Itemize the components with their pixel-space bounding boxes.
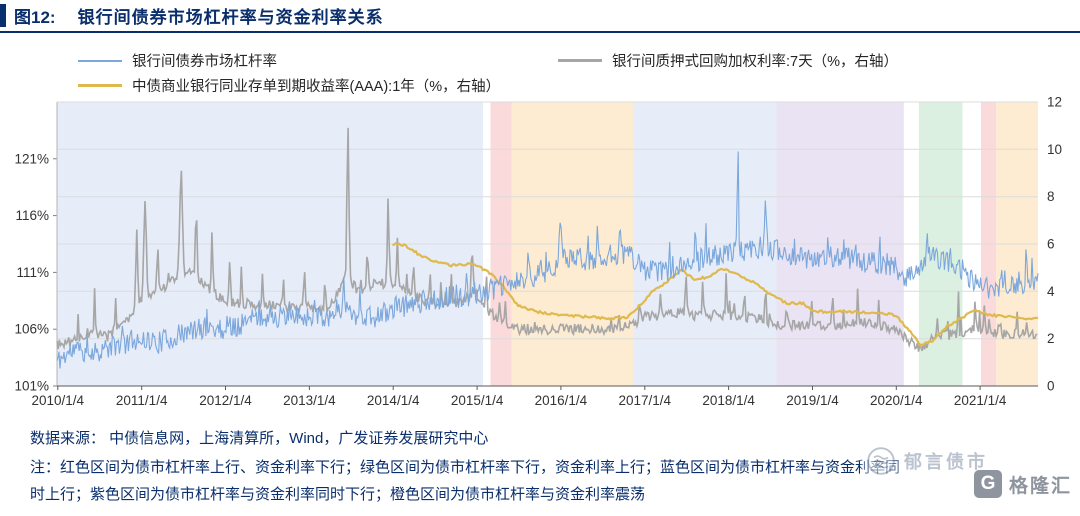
x-axis-tick-label: 2015/1/4	[451, 393, 504, 408]
legend-line-swatch-gold	[78, 84, 122, 87]
right-axis-tick-label: 10	[1047, 142, 1062, 157]
legend-line-swatch-blue	[78, 59, 122, 62]
legend-label-repo-rate: 银行间质押式回购加权利率:7天（%，右轴）	[612, 54, 898, 70]
x-axis-tick-label: 2018/1/4	[702, 393, 755, 408]
line-chart: 0 2 4 6 8 10 12 101% 106% 111% 116% 121% 2010/1/4 201…	[14, 96, 1062, 408]
x-axis-tick-label: 2020/1/4	[870, 393, 923, 408]
legend-label-leverage-ratio: 银行间债券市场杠杆率	[132, 54, 277, 70]
x-axis-tick-label: 2021/1/4	[954, 393, 1007, 408]
right-axis-tick-label: 6	[1047, 237, 1055, 252]
left-axis-tick-label: 101%	[14, 379, 49, 394]
left-axis-tick-label: 106%	[14, 322, 49, 337]
x-axis-tick-label: 2012/1/4	[199, 393, 252, 408]
right-axis-tick-label: 8	[1047, 189, 1055, 204]
left-axis-tick-label: 116%	[15, 208, 49, 223]
legend-row-1: 银行间债券市场杠杆率 银行间质押式回购加权利率:7天（%，右轴）	[0, 48, 1080, 73]
series-repo-rate-7d	[56, 127, 1038, 352]
x-axis-tick-label: 2014/1/4	[367, 393, 420, 408]
x-axis-tick-label: 2019/1/4	[786, 393, 839, 408]
x-axis-tick-label: 2011/1/4	[116, 393, 168, 408]
figure-header: 图12: 银行间债券市场杠杆率与资金利率关系	[0, 0, 1080, 33]
series-ncd-yield-1y	[392, 242, 1039, 348]
right-axis-tick-label: 2	[1047, 331, 1055, 346]
legend-item-repo-rate: 银行间质押式回购加权利率:7天（%，右轴）	[558, 50, 898, 71]
note-line-2: 时上行；紫色区间为债市杠杆率与资金利率同时下行；橙色区间为债市杠杆率与资金利率震…	[30, 486, 646, 503]
series-leverage-ratio	[56, 151, 1039, 369]
legend-line-swatch-gray	[558, 59, 602, 62]
right-axis-tick-label: 0	[1047, 379, 1055, 394]
legend-label-ncd-yield: 中债商业银行同业存单到期收益率(AAA):1年（%，右轴）	[132, 79, 501, 95]
note-line-1: 注：红色区间为债市杠杆率上行、资金利率下行；绿色区间为债市杠杆率下行，资金利率上…	[30, 459, 901, 476]
right-axis-tick-label: 4	[1047, 284, 1055, 299]
gelonghui-text: 格隆汇	[1008, 475, 1072, 497]
x-axis-tick-label: 2016/1/4	[535, 393, 588, 408]
gelonghui-logo: G 格隆汇	[973, 470, 1072, 498]
data-source: 数据来源： 中债信息网，上海清算所，Wind，广发证券发展研究中心	[30, 430, 489, 447]
figure-label: 图12:	[14, 8, 56, 27]
chart-legend: 银行间债券市场杠杆率 银行间质押式回购加权利率:7天（%，右轴） 中债商业银行同…	[0, 48, 1080, 98]
x-axis-tick-label: 2017/1/4	[619, 393, 672, 408]
figure-title: 银行间债券市场杠杆率与资金利率关系	[77, 8, 384, 27]
x-axis-tick-label: 2010/1/4	[32, 393, 85, 408]
x-axis-tick-label: 2013/1/4	[283, 393, 336, 408]
watermark-text: 郁言债市	[904, 452, 988, 472]
legend-item-leverage-ratio: 银行间债券市场杠杆率	[78, 50, 558, 71]
left-axis-tick-label: 111%	[16, 265, 49, 280]
gelonghui-g-icon: G	[973, 470, 1002, 498]
right-axis-tick-label: 12	[1047, 96, 1062, 110]
watermark-yuyan-bond: 郁言债市	[860, 444, 994, 478]
left-axis-tick-label: 121%	[14, 151, 49, 166]
header-accent-bar	[0, 4, 6, 27]
watermark-circle-icon	[867, 447, 895, 475]
legend-item-ncd-yield: 中债商业银行同业存单到期收益率(AAA):1年（%，右轴）	[78, 75, 500, 96]
legend-row-2: 中债商业银行同业存单到期收益率(AAA):1年（%，右轴）	[0, 73, 1080, 98]
